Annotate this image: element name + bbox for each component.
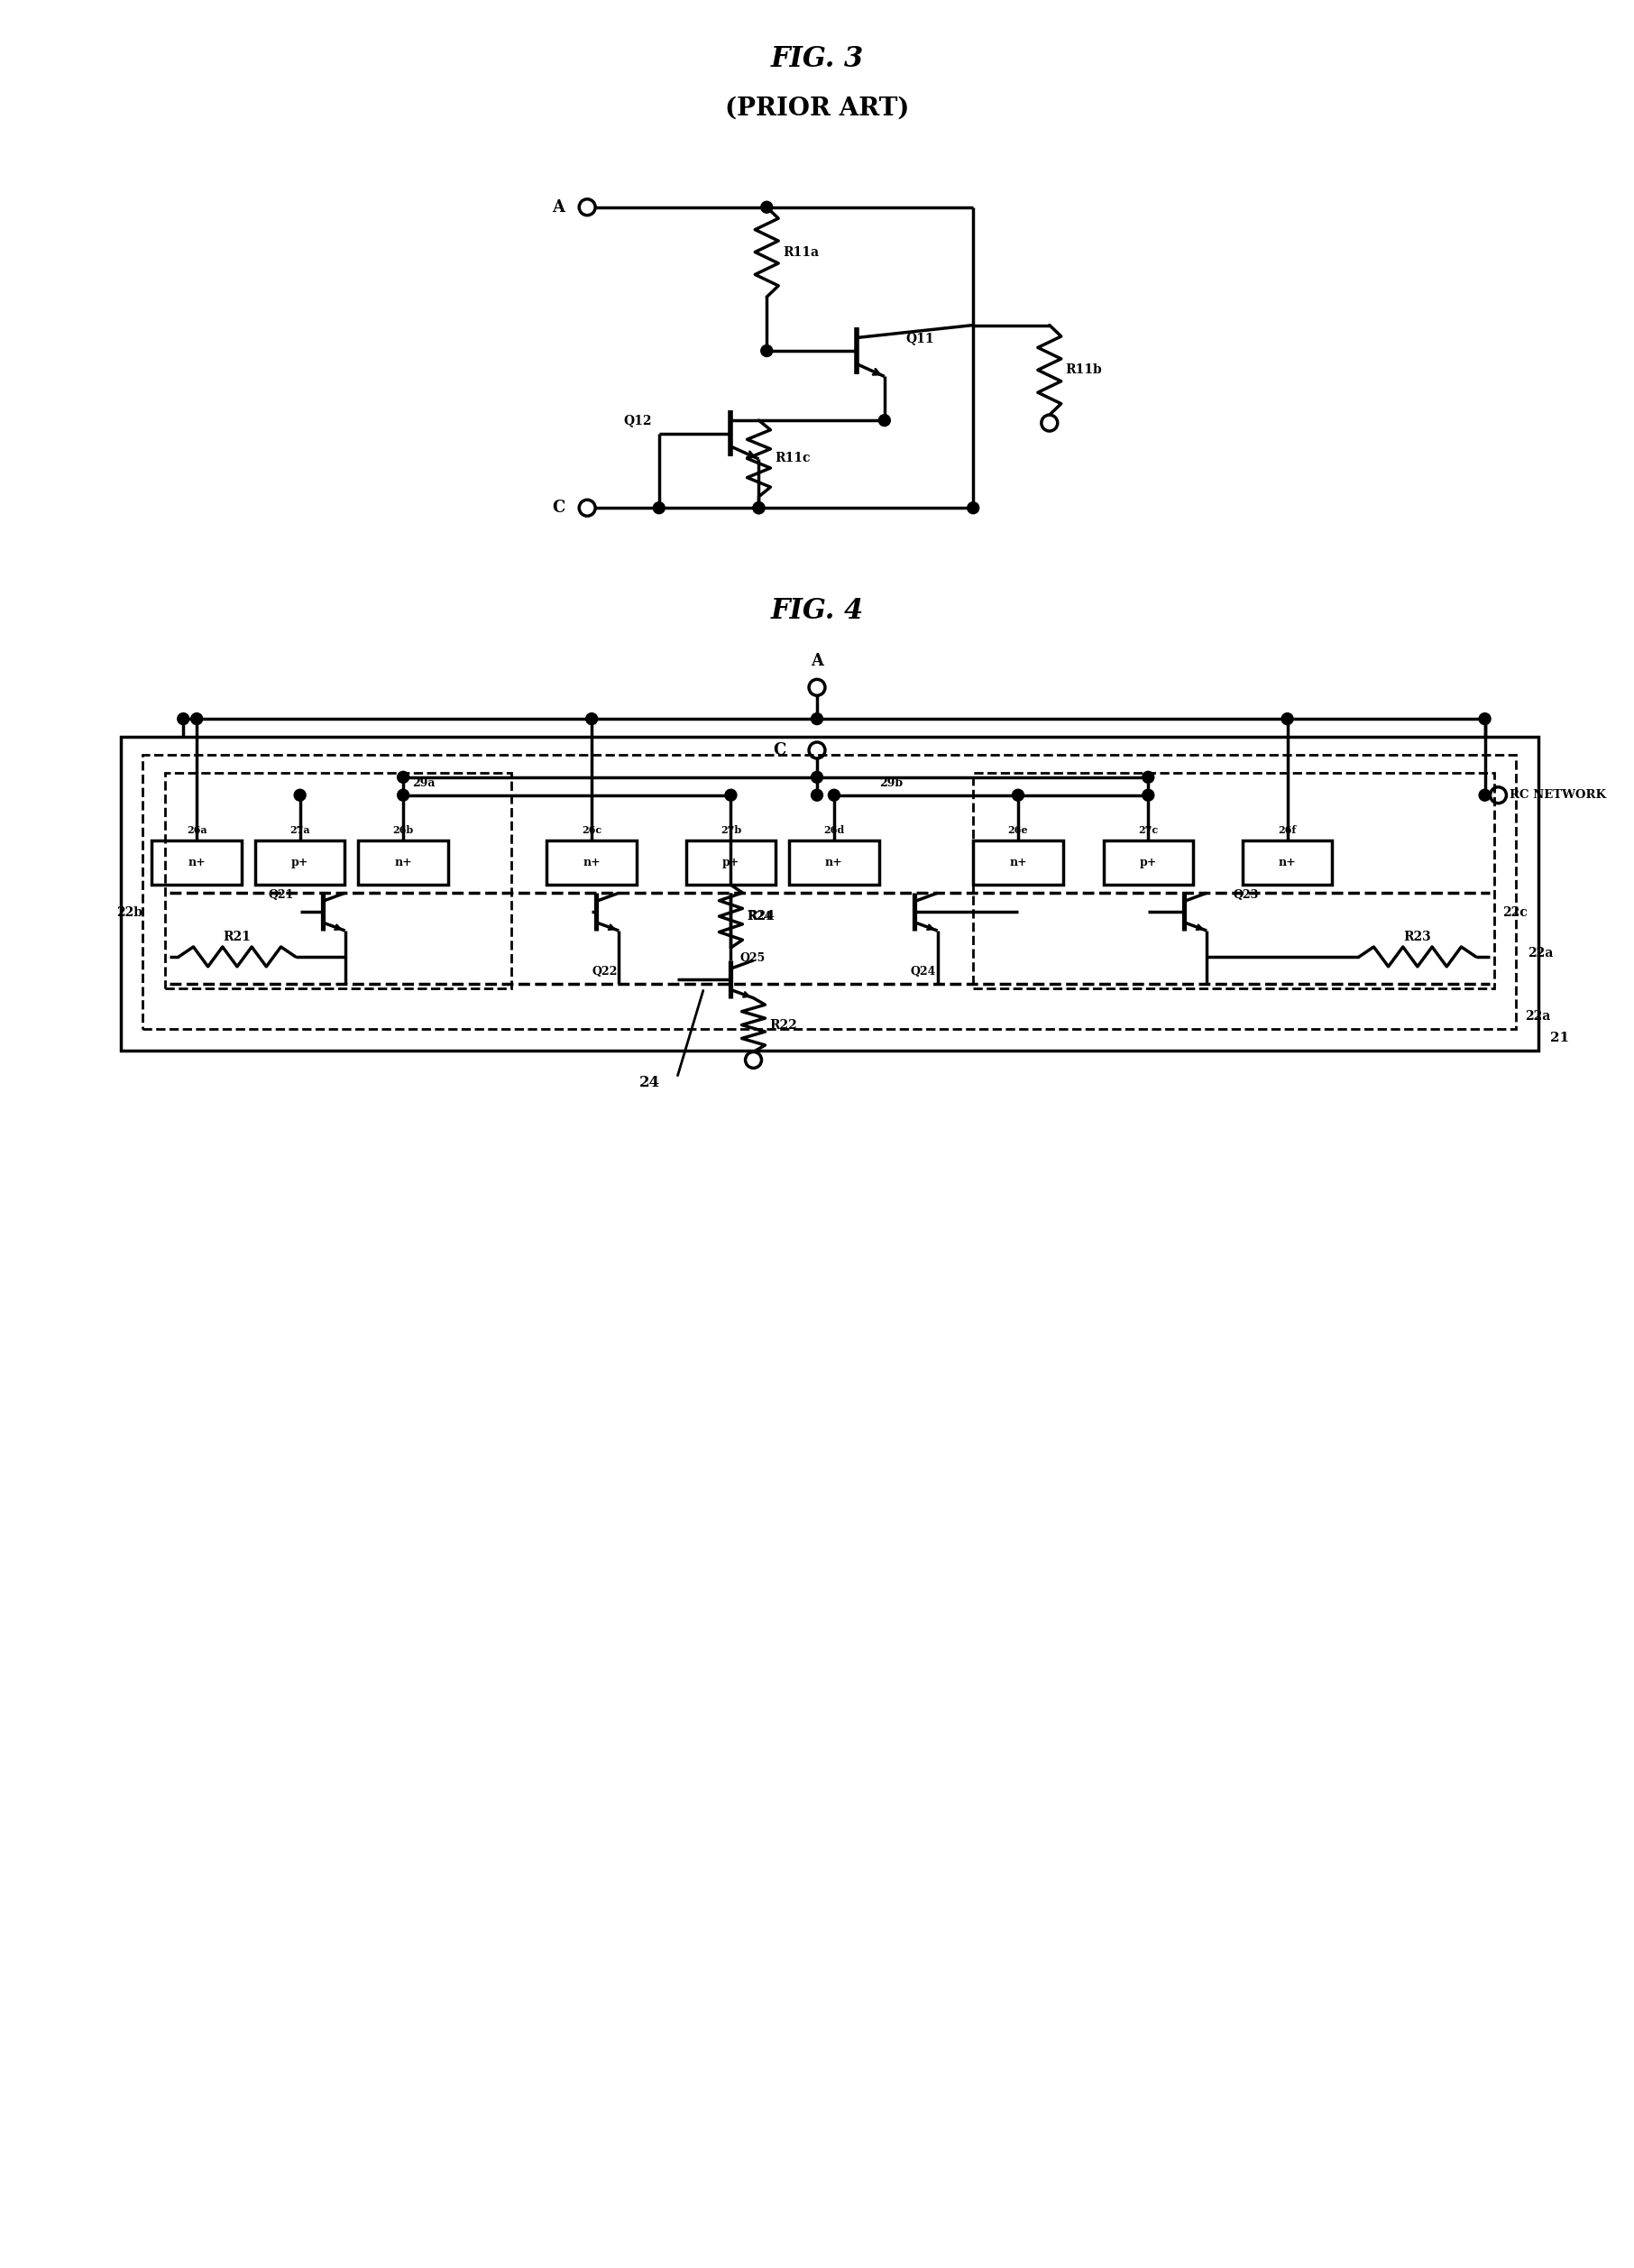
Text: 22c: 22c — [1503, 907, 1528, 919]
Text: n+: n+ — [825, 857, 843, 869]
Text: R11b: R11b — [1065, 363, 1103, 376]
Circle shape — [397, 789, 408, 801]
Circle shape — [654, 501, 665, 515]
Circle shape — [753, 501, 765, 515]
Text: Q21: Q21 — [268, 889, 294, 900]
Text: R22: R22 — [770, 1018, 797, 1032]
Text: R24: R24 — [747, 909, 773, 923]
Bar — [789, 839, 879, 885]
Circle shape — [1011, 789, 1025, 801]
Text: 24: 24 — [639, 1075, 660, 1091]
Circle shape — [967, 501, 979, 515]
Text: R24: R24 — [747, 909, 775, 923]
Circle shape — [753, 501, 765, 515]
Circle shape — [1281, 712, 1292, 726]
Text: Q23: Q23 — [1234, 889, 1258, 900]
Text: n+: n+ — [1278, 857, 1296, 869]
Bar — [974, 773, 1493, 989]
Text: 22b: 22b — [116, 907, 142, 919]
Text: 26f: 26f — [1278, 826, 1296, 835]
Text: 26e: 26e — [1008, 826, 1028, 835]
Text: n+: n+ — [1010, 857, 1028, 869]
Text: (PRIOR ART): (PRIOR ART) — [725, 95, 909, 120]
Circle shape — [1142, 771, 1154, 782]
Text: n+: n+ — [188, 857, 206, 869]
Text: 22a: 22a — [1528, 946, 1554, 959]
Bar — [142, 755, 1516, 1027]
Bar — [165, 773, 511, 989]
Text: Q11: Q11 — [905, 331, 935, 345]
Circle shape — [810, 712, 824, 726]
Circle shape — [761, 345, 773, 356]
Circle shape — [810, 789, 824, 801]
Circle shape — [294, 789, 306, 801]
Text: Q24: Q24 — [910, 966, 936, 978]
Text: Q22: Q22 — [592, 966, 618, 978]
Circle shape — [1479, 789, 1490, 801]
Text: RC NETWORK: RC NETWORK — [1510, 789, 1606, 801]
Circle shape — [725, 789, 737, 801]
Bar — [358, 839, 448, 885]
Circle shape — [1479, 712, 1490, 726]
Text: R11a: R11a — [783, 245, 819, 259]
Text: Q25: Q25 — [740, 953, 765, 964]
Text: 26c: 26c — [582, 826, 601, 835]
Text: 27c: 27c — [1139, 826, 1159, 835]
Text: R11c: R11c — [775, 451, 810, 465]
Text: 22a: 22a — [1525, 1009, 1551, 1023]
Circle shape — [178, 712, 190, 726]
Text: Q12: Q12 — [623, 415, 652, 426]
Circle shape — [810, 771, 824, 782]
Text: 27a: 27a — [289, 826, 310, 835]
Circle shape — [397, 771, 408, 782]
Text: 26b: 26b — [392, 826, 413, 835]
Text: p+: p+ — [722, 857, 740, 869]
Text: A: A — [552, 200, 565, 215]
Bar — [686, 839, 776, 885]
Text: 29b: 29b — [879, 778, 902, 789]
Text: FIG. 3: FIG. 3 — [771, 45, 863, 73]
Bar — [974, 839, 1064, 885]
Text: n+: n+ — [583, 857, 601, 869]
Text: R21: R21 — [224, 930, 252, 943]
Text: 26a: 26a — [186, 826, 208, 835]
Text: 27b: 27b — [721, 826, 742, 835]
Text: p+: p+ — [1139, 857, 1157, 869]
Text: C: C — [773, 742, 786, 758]
Text: 29a: 29a — [412, 778, 435, 789]
Circle shape — [191, 712, 203, 726]
Bar — [255, 839, 345, 885]
Text: R23: R23 — [1404, 930, 1431, 943]
Text: n+: n+ — [394, 857, 412, 869]
Circle shape — [879, 415, 891, 426]
Circle shape — [1142, 789, 1154, 801]
Text: A: A — [810, 653, 824, 669]
Circle shape — [587, 712, 598, 726]
Text: p+: p+ — [291, 857, 309, 869]
Circle shape — [761, 202, 773, 213]
Text: 26d: 26d — [824, 826, 845, 835]
Bar — [547, 839, 637, 885]
Text: FIG. 4: FIG. 4 — [771, 596, 863, 626]
Bar — [152, 839, 242, 885]
Text: 21: 21 — [1551, 1032, 1569, 1046]
Circle shape — [828, 789, 840, 801]
Text: C: C — [552, 499, 565, 517]
Bar — [121, 737, 1539, 1050]
Bar — [1242, 839, 1332, 885]
Bar — [1103, 839, 1193, 885]
